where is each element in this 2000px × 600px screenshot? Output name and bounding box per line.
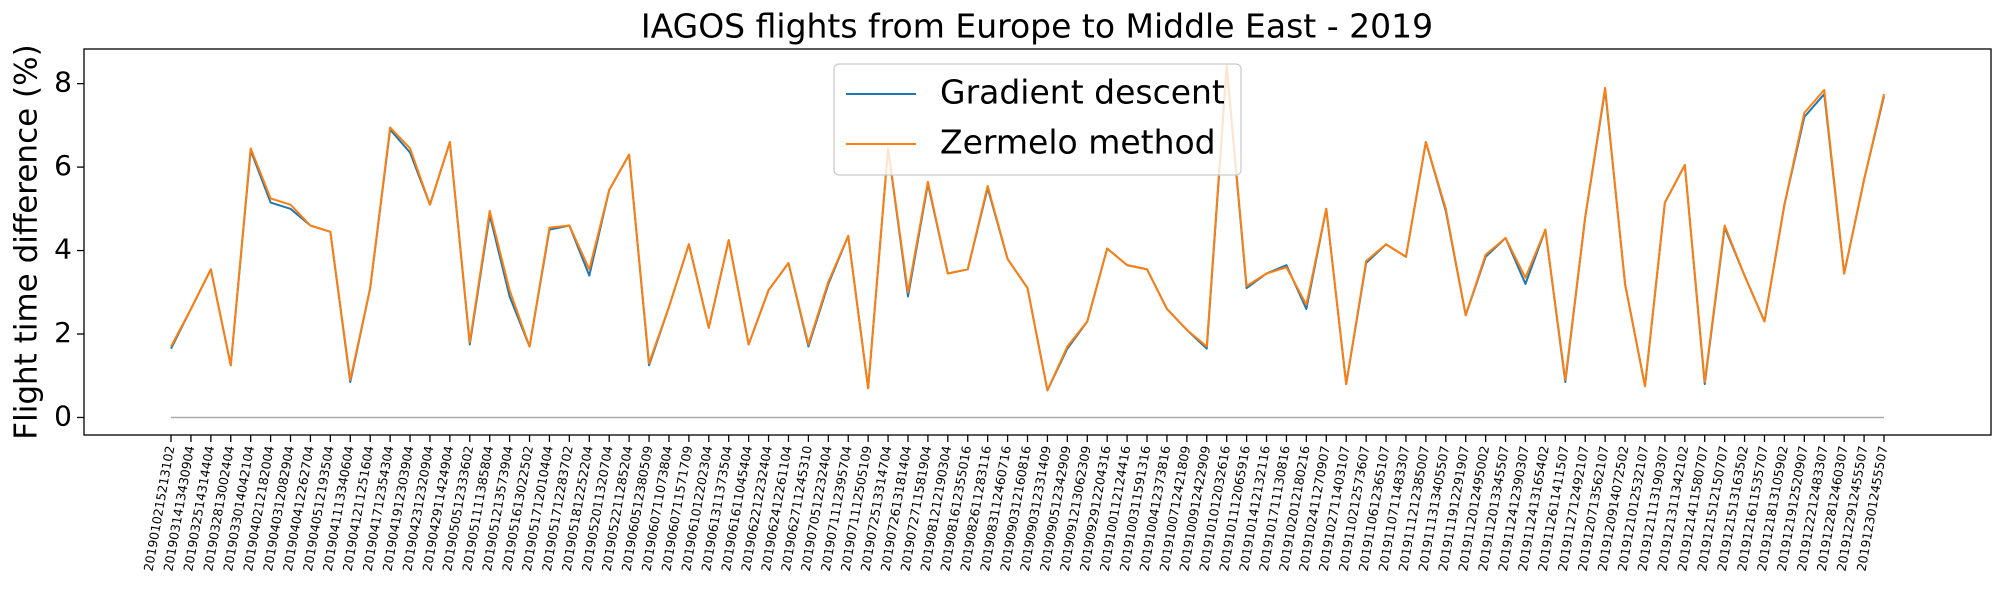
plot-frame bbox=[83, 48, 1992, 436]
legend-label: Zermelo method bbox=[940, 123, 1216, 162]
legend-label: Gradient descent bbox=[940, 73, 1225, 112]
chart-title: IAGOS flights from Europe to Middle East… bbox=[641, 7, 1433, 46]
y-tick-label: 2 bbox=[54, 316, 72, 349]
y-tick-label: 0 bbox=[54, 399, 72, 432]
series-line bbox=[170, 63, 1885, 392]
y-tick-label: 6 bbox=[54, 149, 72, 182]
y-axis-label: Flight time difference (%) bbox=[9, 44, 45, 439]
legend-box bbox=[833, 63, 1242, 176]
y-tick-label: 4 bbox=[54, 233, 72, 266]
y-tick-label: 8 bbox=[54, 66, 72, 99]
